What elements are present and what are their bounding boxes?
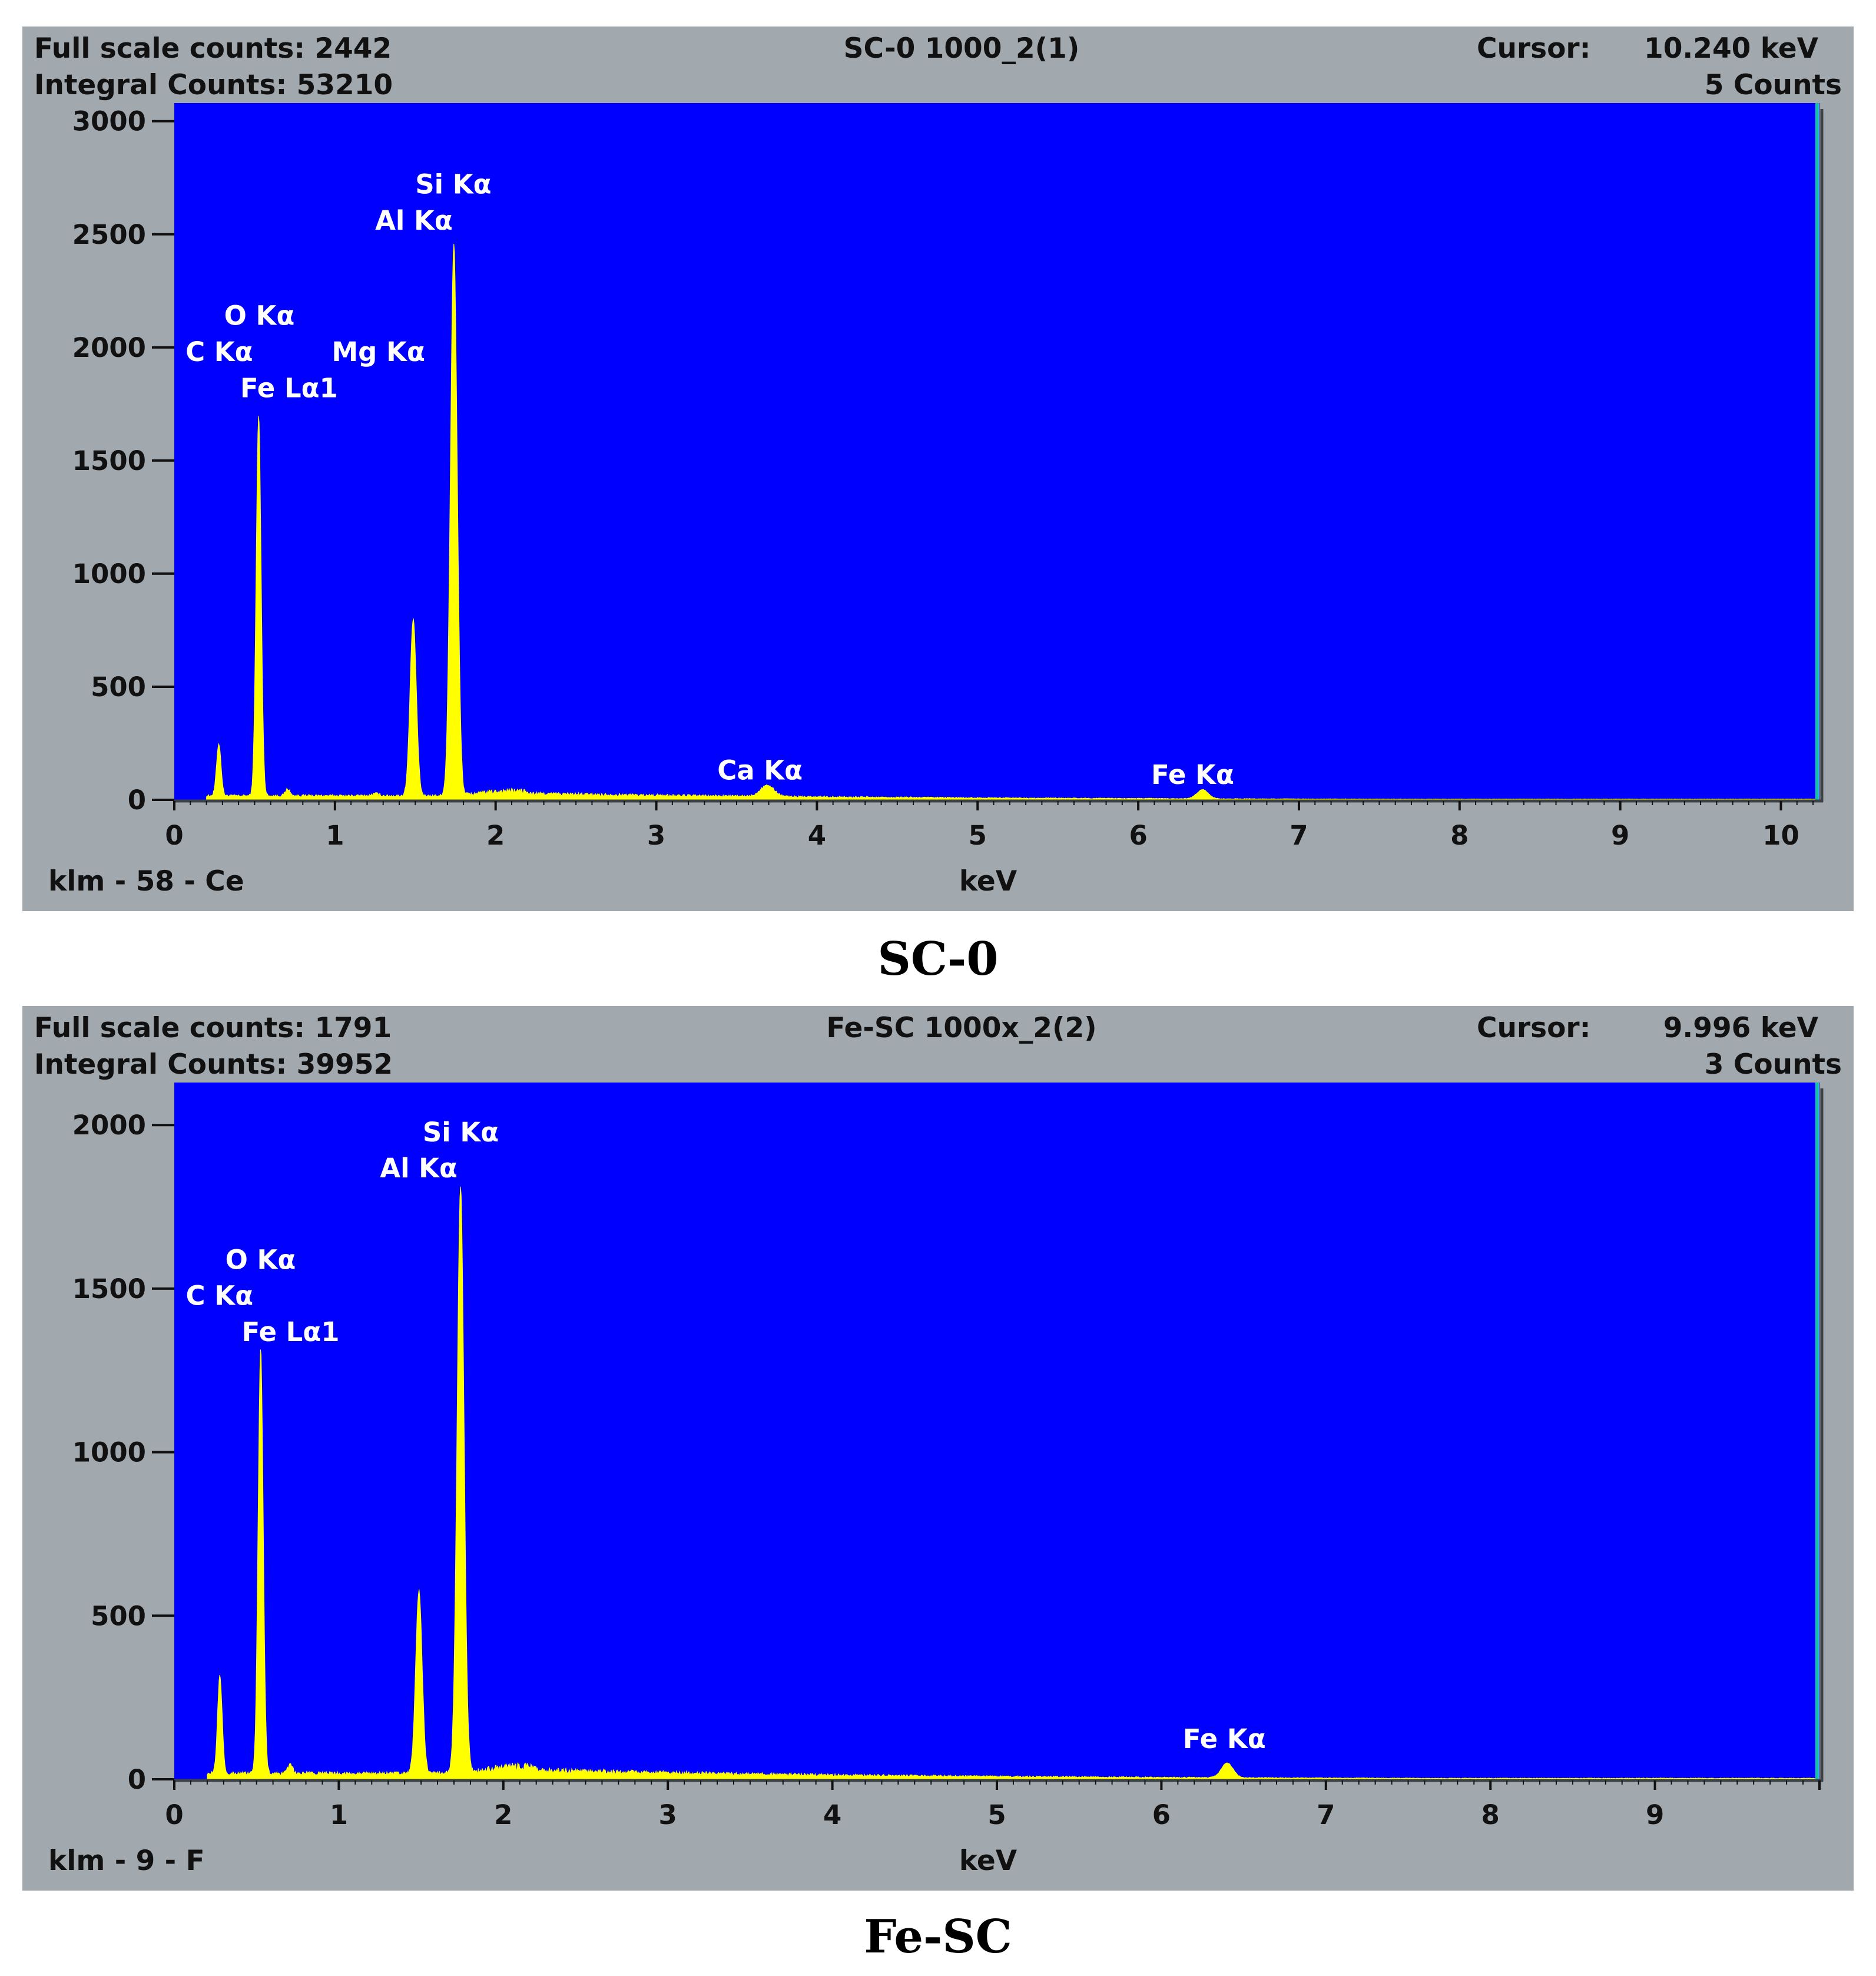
- x-tick-label: 1: [326, 820, 344, 851]
- y-tick-label: 2500: [72, 219, 146, 250]
- x-tick-label: 10: [1762, 820, 1799, 851]
- cursor-label: Cursor:: [1477, 1012, 1591, 1044]
- x-tick-label: 3: [647, 820, 665, 851]
- peak-label: C Kα: [185, 336, 253, 368]
- peak-label: Al Kα: [380, 1153, 458, 1184]
- peak-label: O Kα: [226, 1244, 296, 1276]
- x-axis-label: keV: [959, 1845, 1017, 1877]
- cursor-counts: 3 Counts: [1704, 1048, 1842, 1081]
- x-tick-label: 0: [165, 820, 183, 851]
- x-tick-label: 0: [165, 1799, 183, 1831]
- peak-label: Ca Kα: [717, 754, 803, 786]
- footer-left: klm - 58 - Ce: [48, 865, 244, 898]
- y-tick-label: 2000: [72, 332, 146, 363]
- spectrum-panel-1: 0 500 1000 1500 2000 2500 3000 0 1 2 3 4 5 6 7 8 9 10 Si K…: [22, 27, 1854, 911]
- spectrum-chart-2: 0 500 1000 1500 2000 0 1 2 3 4 5 6 7 8 9 Si Kα Al Kα O Kα…: [72, 1083, 1824, 1831]
- cursor-kev: 10.240 keV: [1644, 32, 1818, 65]
- spectrum-chart-1: 0 500 1000 1500 2000 2500 3000 0 1 2 3 4 5 6 7 8 9 10 Si K…: [72, 103, 1824, 851]
- peak-label: Fe Kα: [1151, 759, 1234, 790]
- full-scale-counts: Full scale counts: 1791: [34, 1012, 392, 1044]
- y-tick-label: 2000: [72, 1110, 146, 1141]
- spectrum-title: SC-0 1000_2(1): [843, 32, 1080, 65]
- x-tick-label: 6: [1129, 820, 1147, 851]
- cursor-kev: 9.996 keV: [1663, 1012, 1818, 1044]
- peak-label: Al Kα: [375, 205, 453, 236]
- x-tick-label: 6: [1152, 1799, 1171, 1831]
- peak-label: Si Kα: [415, 169, 491, 200]
- x-tick-label: 3: [659, 1799, 677, 1831]
- spectrum-panel-2: 0 500 1000 1500 2000 0 1 2 3 4 5 6 7 8 9 Si Kα Al Kα O Kα…: [22, 1006, 1854, 1891]
- spectrum-series: [207, 1186, 1817, 1780]
- y-tick-label: 3000: [72, 106, 146, 137]
- cursor-label: Cursor:: [1477, 32, 1591, 65]
- peak-label: Fe Lα1: [240, 372, 338, 403]
- x-tick-label: 5: [969, 820, 987, 851]
- x-tick-label: 1: [330, 1799, 348, 1831]
- caption-1: SC-0: [877, 932, 999, 986]
- y-tick-label: 500: [91, 671, 146, 703]
- x-tick-label: 7: [1317, 1799, 1335, 1831]
- x-tick-label: 5: [987, 1799, 1006, 1831]
- footer-left: klm - 9 - F: [48, 1845, 205, 1877]
- x-axis-label: keV: [959, 865, 1017, 898]
- integral-counts: Integral Counts: 53210: [34, 69, 393, 101]
- y-tick-label: 1500: [72, 1273, 146, 1305]
- y-tick-label: 1000: [72, 1437, 146, 1468]
- peak-label: Si Kα: [423, 1117, 499, 1148]
- x-tick-label: 4: [823, 1799, 841, 1831]
- integral-counts: Integral Counts: 39952: [34, 1048, 393, 1081]
- full-scale-counts: Full scale counts: 2442: [34, 32, 392, 65]
- peak-label: C Kα: [186, 1280, 253, 1312]
- x-tick-label: 9: [1611, 820, 1629, 851]
- cursor-counts: 5 Counts: [1704, 69, 1842, 101]
- x-tick-label: 7: [1290, 820, 1308, 851]
- peak-label: Mg Kα: [332, 336, 425, 368]
- x-tick-label: 9: [1646, 1799, 1664, 1831]
- y-tick-label: 1500: [72, 445, 146, 476]
- peak-label: O Kα: [224, 300, 295, 331]
- y-tick-label: 0: [128, 785, 146, 816]
- spectrum-series: [206, 243, 1817, 800]
- spectrum-title: Fe-SC 1000x_2(2): [826, 1012, 1097, 1044]
- y-tick-label: 1000: [72, 558, 146, 590]
- x-tick-label: 8: [1450, 820, 1469, 851]
- caption-2: Fe-SC: [864, 1910, 1012, 1964]
- x-tick-label: 4: [808, 820, 826, 851]
- x-tick-label: 2: [486, 820, 505, 851]
- peak-label: Fe Lα1: [242, 1316, 340, 1348]
- x-tick-label: 8: [1481, 1799, 1500, 1831]
- y-tick-label: 0: [128, 1764, 146, 1795]
- peak-label: Fe Kα: [1183, 1723, 1266, 1755]
- y-tick-label: 500: [91, 1600, 146, 1631]
- x-tick-label: 2: [494, 1799, 512, 1831]
- plot-area: [174, 1083, 1819, 1779]
